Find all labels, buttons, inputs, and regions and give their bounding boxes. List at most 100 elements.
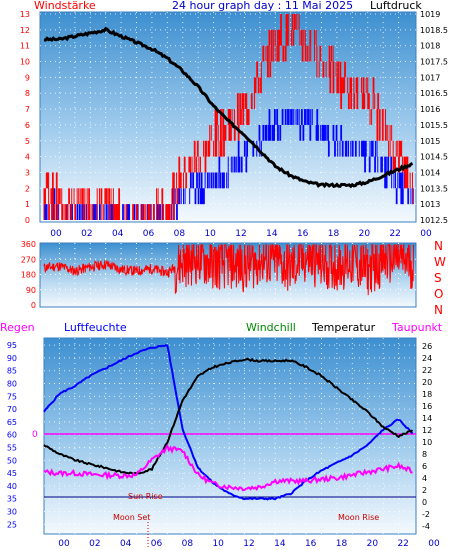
pressure-tick-label: 1018.5 — [420, 26, 448, 35]
x-tick-label: 06 — [151, 539, 163, 549]
temperature-tick-label: 4 — [422, 474, 427, 483]
temperature-tick-label: 6 — [422, 462, 427, 471]
pressure-tick-label: 1014.5 — [420, 153, 448, 162]
wind-tick-label: 1 — [25, 200, 30, 209]
humidity-label: Luftfeuchte — [64, 321, 127, 334]
temperature-tick-label: -4 — [422, 522, 430, 531]
temperature-tick-label: 8 — [422, 450, 427, 459]
direction-tick-label: 90 — [26, 286, 36, 295]
x-tick-label: 10 — [204, 229, 216, 239]
x-tick-label: 08 — [174, 229, 186, 239]
pressure-tick-label: 1017.5 — [420, 58, 448, 67]
pressure-tick-label: 1015 — [420, 137, 440, 146]
wind-tick-label: 10 — [20, 58, 30, 67]
x-tick-label: 16 — [297, 229, 309, 239]
humidity-tick-label: 35 — [7, 495, 17, 504]
humidity-axis: 25 30 35 40 45 50 55 60 65 70 75 80 85 90 95 — [7, 341, 17, 529]
pressure-tick-label: 1019 — [420, 10, 440, 19]
pressure-tick-label: 1017 — [420, 73, 440, 82]
dewpoint-label: Taupunkt — [391, 321, 443, 334]
pressure-tick-label: 1013.5 — [420, 184, 448, 193]
temperature-tick-label: 0 — [422, 498, 427, 507]
direction-tick-label: 360 — [21, 240, 36, 249]
x-tick-label: 08 — [182, 539, 194, 549]
wind-tick-label: 3 — [25, 168, 30, 177]
x-tick-label: 18 — [328, 229, 340, 239]
wind-axis-title: Windstärke — [34, 0, 96, 12]
direction-tick-label: 180 — [21, 271, 36, 280]
x-tick-label: 18 — [336, 539, 348, 549]
humidity-line — [43, 344, 414, 501]
moon-rise-annotation: Moon Rise — [338, 513, 379, 522]
wind-tick-label: 12 — [20, 26, 30, 35]
wind-tick-label: 4 — [25, 153, 30, 162]
x-tick-label: 22 — [389, 229, 400, 239]
wind-pressure-grid — [40, 12, 416, 222]
chart-title: 24 hour graph day : 11 Mai 2025 — [172, 0, 353, 12]
windchill-label: Windchill — [246, 321, 296, 334]
humidity-tick-label: 75 — [7, 392, 17, 401]
pressure-tick-label: 1016 — [420, 105, 440, 114]
compass-letter: O — [434, 287, 443, 301]
x-tick-label: 10 — [212, 539, 224, 549]
humidity-tick-label: 95 — [7, 341, 17, 350]
humidity-tick-label: 25 — [7, 520, 17, 529]
wind-tick-label: 5 — [25, 137, 30, 146]
x-tick-label: 02 — [81, 229, 92, 239]
dewpoint-line — [43, 443, 413, 492]
pressure-tick-label: 1016.5 — [420, 89, 448, 98]
sun-rise-annotation: Sun Rise — [128, 492, 163, 501]
x-tick-label: 00 — [420, 229, 432, 239]
humidity-tick-label: 85 — [7, 367, 17, 376]
temperature-tick-label: 12 — [422, 426, 432, 435]
pressure-tick-label: 1015.5 — [420, 121, 448, 130]
climate-panel: 0 Sun Rise Moon Set Moon Rise 2530354045… — [7, 337, 440, 549]
humidity-tick-label: 65 — [7, 418, 17, 427]
wind-tick-label: 13 — [20, 10, 30, 19]
x-axis-bottom: 00 02 04 06 08 10 12 14 16 18 20 22 00 — [58, 539, 440, 549]
temperature-tick-label: 20 — [422, 378, 432, 387]
pressure-tick-label: 1013 — [420, 200, 440, 209]
wind-tick-label: 0 — [25, 216, 30, 225]
pressure-axis: 1012.5 1013 1013.5 1014 1014.5 1015 1015.5 1016… — [420, 10, 448, 225]
temperature-tick-label: 18 — [422, 390, 432, 399]
temperature-tick-label: 2 — [422, 486, 427, 495]
pressure-tick-label: 1012.5 — [420, 216, 448, 225]
temperature-tick-label: 14 — [422, 414, 432, 423]
temperature-tick-label: -2 — [422, 510, 430, 519]
compass-letter: N — [434, 239, 443, 253]
pressure-axis-title: Luftdruck — [370, 0, 422, 12]
humidity-tick-label: 70 — [7, 405, 17, 414]
x-tick-label: 14 — [274, 539, 286, 549]
temperature-label: Temperatur — [311, 321, 376, 334]
x-axis-top: 00 02 04 06 08 10 12 14 16 18 20 22 00 — [50, 229, 432, 239]
x-tick-label: 20 — [367, 539, 379, 549]
x-tick-label: 02 — [89, 539, 100, 549]
humidity-tick-label: 90 — [7, 354, 17, 363]
wind-tick-label: 2 — [25, 184, 30, 193]
rain-zero-label: 0 — [32, 430, 38, 440]
x-tick-label: 00 — [58, 539, 70, 549]
temperature-tick-label: 22 — [422, 366, 432, 375]
pressure-tick-label: 1014 — [420, 168, 440, 177]
humidity-tick-label: 55 — [7, 444, 17, 453]
rain-label: Regen — [0, 321, 35, 334]
temperature-tick-label: 10 — [422, 438, 432, 447]
humidity-tick-label: 30 — [7, 508, 17, 517]
x-tick-label: 20 — [359, 229, 371, 239]
direction-tick-label: 0 — [31, 301, 36, 310]
temperature-tick-label: 26 — [422, 342, 432, 351]
x-tick-label: 12 — [235, 229, 246, 239]
humidity-tick-label: 45 — [7, 469, 17, 478]
temperature-tick-label: 24 — [422, 354, 432, 363]
x-tick-label: 12 — [243, 539, 254, 549]
x-tick-label: 14 — [266, 229, 278, 239]
x-tick-label: 00 — [50, 229, 62, 239]
humidity-tick-label: 50 — [7, 456, 17, 465]
wind-tick-label: 6 — [25, 121, 30, 130]
wind-tick-label: 8 — [25, 89, 30, 98]
